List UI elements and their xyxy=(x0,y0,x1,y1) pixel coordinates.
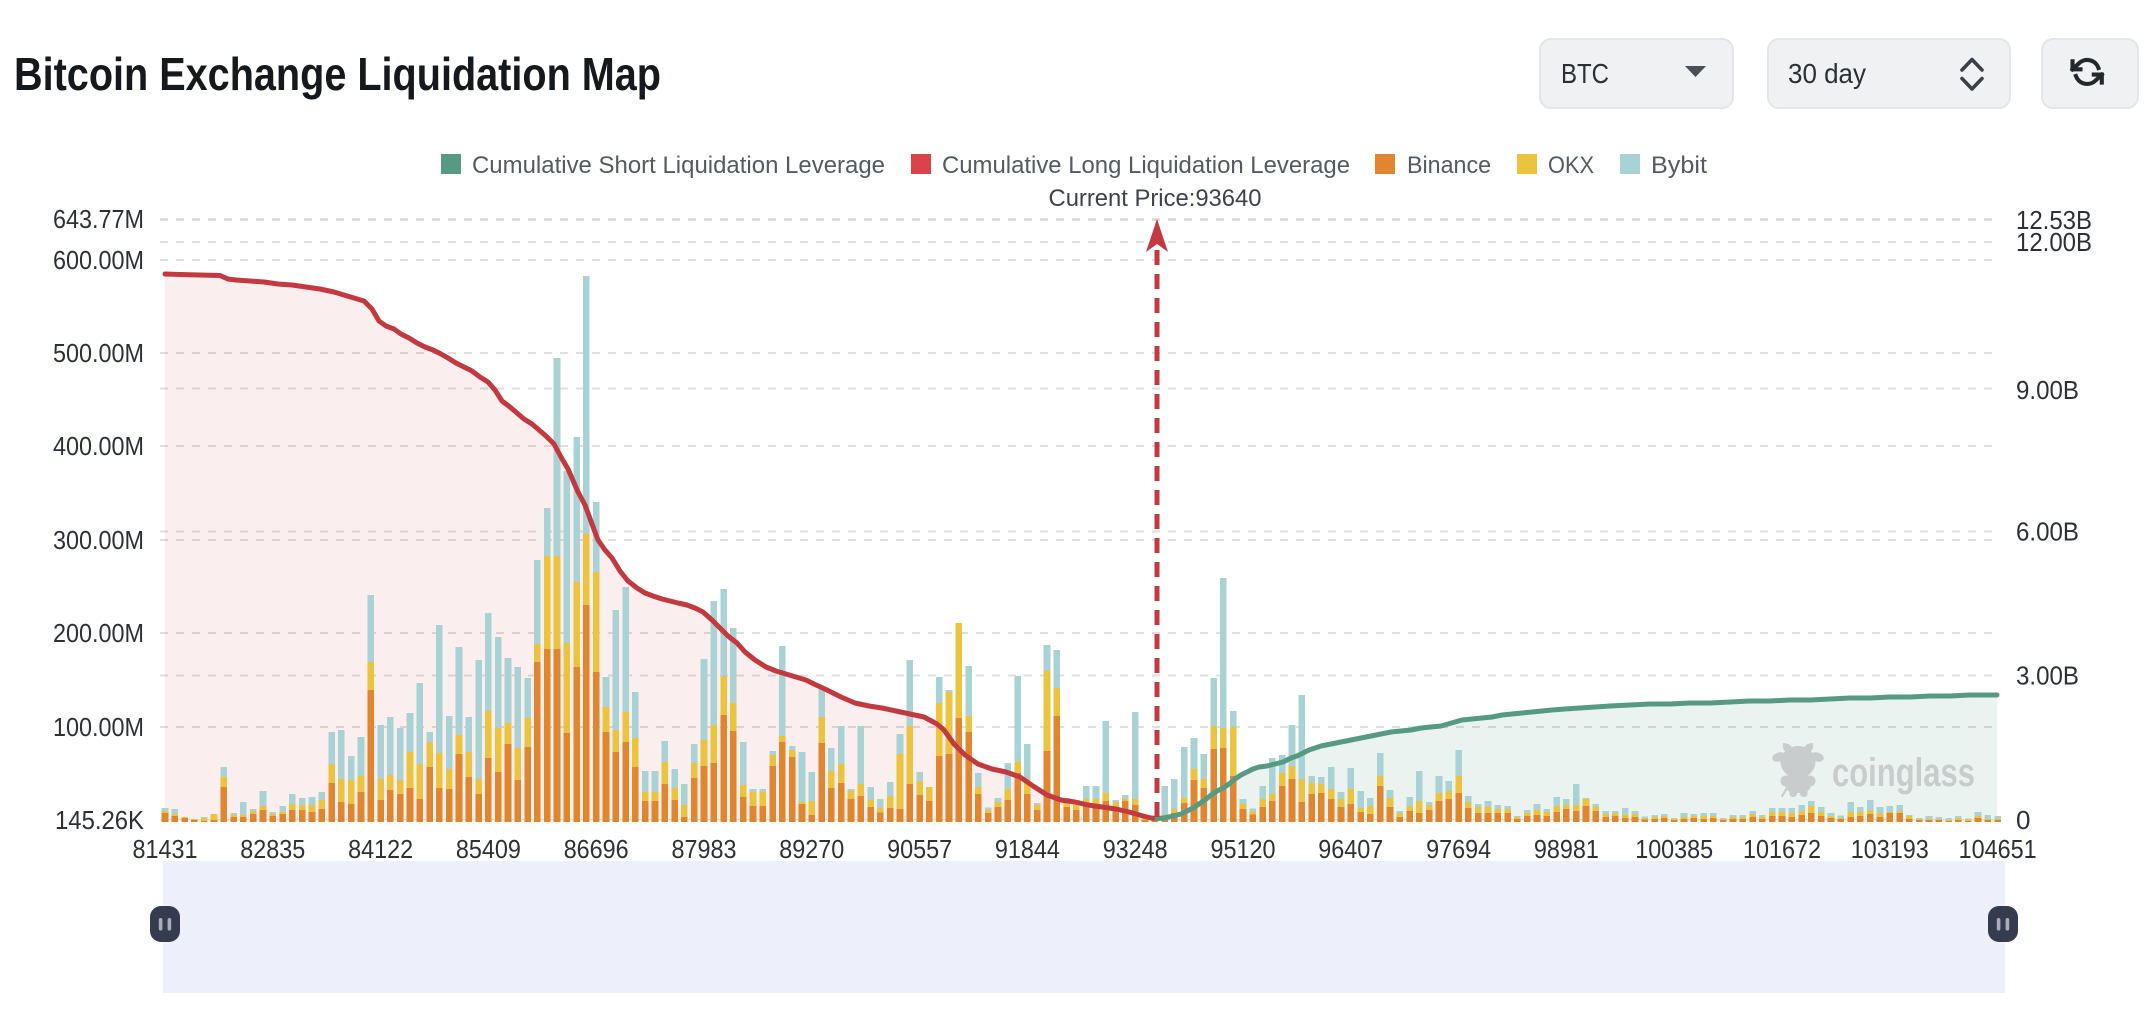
svg-text:9.00B: 9.00B xyxy=(2016,375,2079,405)
svg-text:Cumulative Short Liquidation L: Cumulative Short Liquidation Leverage xyxy=(472,152,885,179)
svg-text:86696: 86696 xyxy=(564,834,629,864)
svg-text:89270: 89270 xyxy=(779,834,844,864)
svg-text:Binance: Binance xyxy=(1407,152,1491,179)
svg-text:145.26K: 145.26K xyxy=(55,805,145,835)
svg-text:Current Price:93640: Current Price:93640 xyxy=(1049,185,1262,212)
svg-text:0: 0 xyxy=(2016,805,2030,835)
svg-text:87983: 87983 xyxy=(672,834,737,864)
svg-text:93248: 93248 xyxy=(1103,834,1168,864)
svg-text:97694: 97694 xyxy=(1426,834,1491,864)
svg-text:Bitcoin Exchange Liquidation M: Bitcoin Exchange Liquidation Map xyxy=(14,48,661,100)
svg-text:85409: 85409 xyxy=(456,834,521,864)
svg-text:OKX: OKX xyxy=(1548,152,1594,179)
svg-text:101672: 101672 xyxy=(1743,834,1821,864)
svg-text:500.00M: 500.00M xyxy=(53,338,144,368)
svg-text:91844: 91844 xyxy=(995,834,1060,864)
svg-text:98981: 98981 xyxy=(1534,834,1599,864)
svg-text:30 day: 30 day xyxy=(1788,58,1866,89)
svg-text:12.00B: 12.00B xyxy=(2016,227,2092,257)
svg-text:100385: 100385 xyxy=(1635,834,1713,864)
svg-text:103193: 103193 xyxy=(1851,834,1929,864)
svg-text:100.00M: 100.00M xyxy=(53,712,144,742)
svg-text:coinglass: coinglass xyxy=(1832,751,1975,795)
svg-text:95120: 95120 xyxy=(1211,834,1276,864)
svg-text:Bybit: Bybit xyxy=(1651,152,1707,179)
svg-text:600.00M: 600.00M xyxy=(53,245,144,275)
svg-text:90557: 90557 xyxy=(887,834,952,864)
svg-text:96407: 96407 xyxy=(1318,834,1383,864)
svg-text:300.00M: 300.00M xyxy=(53,525,144,555)
svg-text:200.00M: 200.00M xyxy=(53,618,144,648)
svg-text:12.53B: 12.53B xyxy=(2016,205,2092,235)
svg-text:Cumulative Long Liquidation Le: Cumulative Long Liquidation Leverage xyxy=(942,152,1350,179)
svg-text:81431: 81431 xyxy=(133,834,198,864)
svg-text:400.00M: 400.00M xyxy=(53,431,144,461)
svg-text:643.77M: 643.77M xyxy=(53,204,144,234)
svg-text:6.00B: 6.00B xyxy=(2016,517,2079,547)
svg-text:104651: 104651 xyxy=(1959,834,2037,864)
svg-text:84122: 84122 xyxy=(348,834,413,864)
svg-text:3.00B: 3.00B xyxy=(2016,661,2079,691)
svg-text:82835: 82835 xyxy=(240,834,305,864)
svg-text:BTC: BTC xyxy=(1561,58,1609,89)
